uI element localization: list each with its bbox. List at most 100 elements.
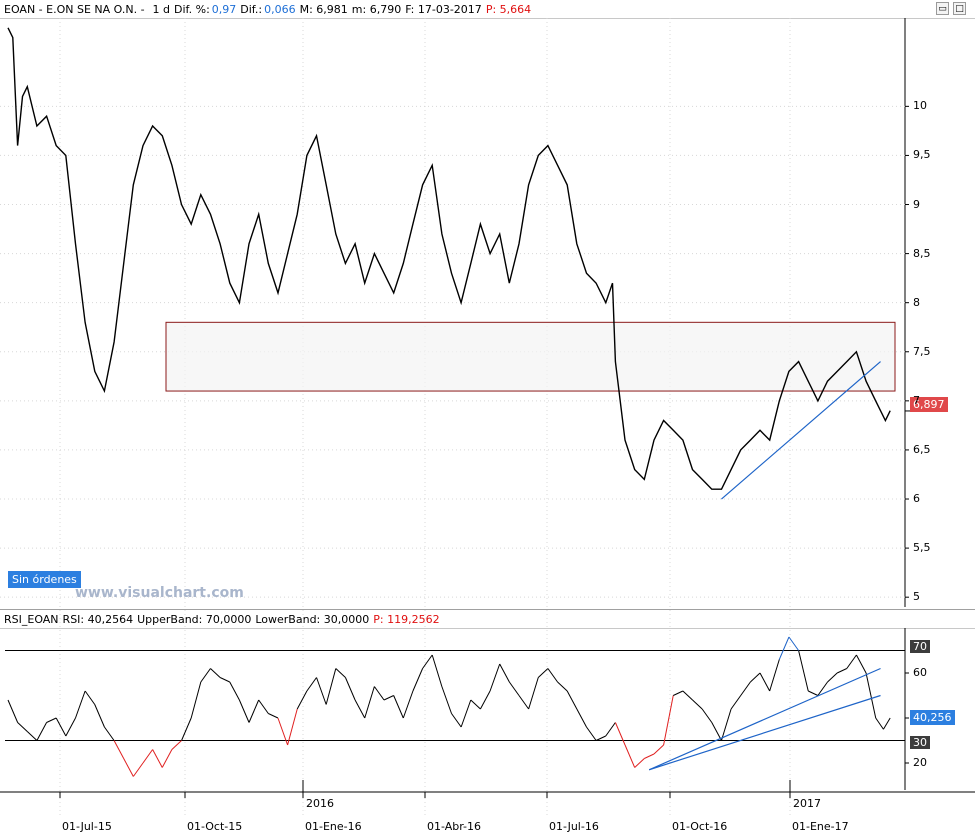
- rsi-segment: [508, 681, 520, 696]
- rsi-p: P: 119,2562: [373, 612, 440, 626]
- price-tick-label: 5,5: [913, 541, 931, 555]
- range-box: [165, 321, 896, 392]
- price-line: [7, 27, 891, 490]
- rsi-segment: [229, 681, 240, 701]
- rsi-segment: [422, 654, 433, 669]
- rsi-segment: [412, 668, 424, 692]
- rsi-segment: [55, 717, 67, 737]
- rsi-segment: [547, 668, 558, 683]
- rsi-segment: [827, 672, 838, 683]
- rsi-segment: [296, 690, 308, 710]
- rsi-segment: [344, 677, 356, 701]
- difpct-label: Dif. %:: [174, 2, 210, 16]
- rsi-segment: [479, 690, 491, 710]
- rsi-segment: [817, 681, 828, 696]
- rsi-segment: [557, 681, 568, 692]
- rsi-segment: [123, 758, 134, 777]
- rsi-segment: [306, 677, 317, 692]
- rsi-segment: [152, 749, 163, 768]
- x-tick-label: 01-Oct-15: [187, 820, 243, 833]
- rsi-header: RSI_EOAN RSI: 40,2564 UpperBand: 70,0000…: [0, 609, 975, 629]
- rsi-segment: [875, 717, 884, 730]
- rsi-segment: [210, 668, 221, 678]
- rsi-segment: [566, 690, 578, 710]
- price-tick-label: 7,5: [913, 344, 931, 358]
- rsi-segment: [614, 722, 626, 746]
- price-tick-label: 9,5: [913, 148, 931, 162]
- rsi-segment: [798, 650, 809, 692]
- x-tick-label: 01-Oct-16: [672, 820, 728, 833]
- rsi-segment: [460, 699, 472, 728]
- rsi-segment: [499, 663, 510, 683]
- rsi-segment: [316, 677, 327, 705]
- orders-status-badge[interactable]: Sin órdenes: [8, 571, 81, 588]
- rsi-segment: [836, 668, 848, 674]
- price-tick-label: 9: [913, 197, 920, 211]
- rsi-segment: [17, 722, 28, 732]
- rsi-segment: [808, 690, 819, 696]
- rsi-segment: [624, 744, 636, 768]
- rsi-segment: [750, 672, 761, 683]
- rsi-segment: [36, 722, 48, 741]
- rsi-segment: [788, 636, 799, 651]
- rsi-segment: [576, 708, 587, 728]
- rsi-segment: [383, 695, 394, 701]
- rsi-segment: [258, 699, 269, 714]
- rsi-trendline: [648, 667, 881, 771]
- rsi-segment: [393, 695, 404, 719]
- x-tick-label: 01-Ene-17: [792, 820, 849, 833]
- rsi-segment: [373, 686, 385, 701]
- rsi-segment: [692, 699, 703, 710]
- rsi-segment: [248, 699, 260, 723]
- price-tick-label: 8: [913, 295, 920, 309]
- period-label: 1 d: [152, 2, 171, 16]
- rsi-segment: [84, 690, 96, 705]
- rsi-lower: LowerBand: 30,0000: [255, 612, 370, 626]
- rsi-segment: [711, 722, 722, 741]
- rsi-segment: [431, 654, 443, 687]
- price-trendline: [721, 361, 881, 500]
- rsi-segment: [720, 708, 732, 741]
- rsi-segment: [653, 744, 664, 755]
- rsi-segment: [354, 699, 366, 719]
- price-tick-label: 10: [913, 99, 927, 113]
- rsi-segment: [673, 690, 684, 696]
- rsi-segment: [855, 654, 867, 674]
- rsi-segment: [740, 681, 751, 696]
- maximize-icon[interactable]: □: [953, 2, 966, 15]
- price-tick-label: 5: [913, 590, 920, 604]
- rsi-segment: [268, 713, 279, 719]
- rsi-segment: [595, 735, 606, 741]
- rsi-trendline: [648, 694, 881, 771]
- rsi-segment: [451, 713, 462, 728]
- rsi-segment: [181, 717, 192, 741]
- rsi-segment: [75, 690, 86, 719]
- rsi-segment: [171, 740, 182, 750]
- rsi-segment: [26, 731, 38, 741]
- rsi-segment: [161, 749, 173, 768]
- rsi-segment: [470, 699, 481, 710]
- rsi-segment: [402, 690, 414, 719]
- rsi-segment: [219, 677, 230, 683]
- rsi-segment: [883, 717, 891, 730]
- rsi-segment: [113, 740, 125, 759]
- rsi-segment: [663, 695, 674, 746]
- rsi-segment: [634, 758, 645, 768]
- rsi-segment: [142, 749, 154, 764]
- rsi-upper: UpperBand: 70,0000: [137, 612, 252, 626]
- rsi-segment: [325, 668, 337, 705]
- rsi-segment: [778, 636, 790, 660]
- min-value: m: 6,790: [351, 2, 402, 16]
- rsi-segment: [865, 672, 877, 719]
- rsi-segment: [489, 663, 501, 692]
- rsi-70-tag: 70: [910, 640, 930, 653]
- rsi-name: RSI_EOAN: [4, 612, 59, 626]
- x-tick-label: 01-Ene-16: [305, 820, 362, 833]
- rsi-segment: [277, 717, 289, 746]
- rsi-segment: [441, 686, 452, 714]
- minimize-icon[interactable]: ▭: [936, 2, 949, 15]
- price-tick-label: 8,5: [913, 246, 931, 260]
- rsi-segment: [65, 717, 76, 737]
